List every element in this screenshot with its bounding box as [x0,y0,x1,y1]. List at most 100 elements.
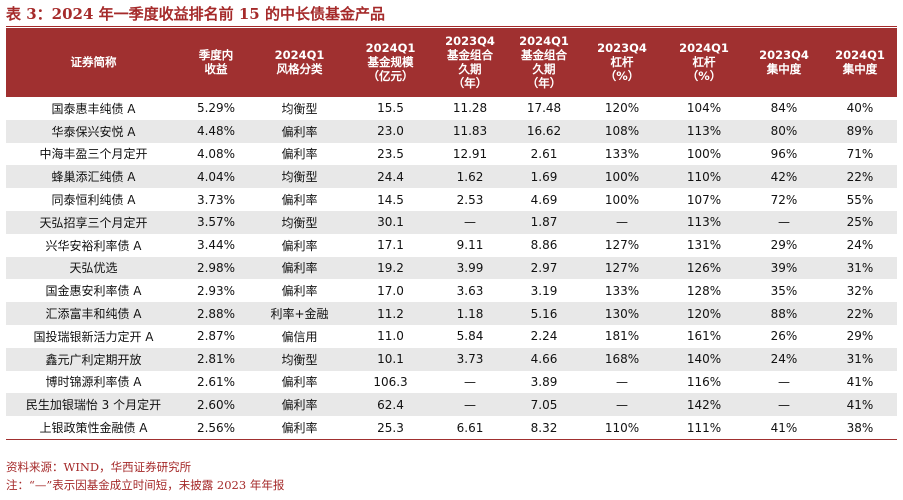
column-header-line: （%） [604,69,640,83]
column-header-line: 杠杆 [610,55,634,69]
table-cell: 10.1 [348,347,433,371]
table-row: 鑫元广利定期开放 2.81% 均衡型 10.1 3.73 4.66 168% 140% 24% 3… [6,347,897,371]
column-header-line: 2023Q4 [759,48,809,62]
table-cell: 133% [581,279,663,303]
table-cell: 100% [663,142,745,166]
fund-name-cell: 国投瑞银新活力定开 A [6,324,181,348]
table-row: 汇添富丰和纯债 A 2.88% 利率+金融 11.2 1.18 5.16 130% 120% 8… [6,302,897,325]
table-cell: 6.61 [433,416,507,440]
table-cell: 均衡型 [251,96,348,120]
table-cell: 31% [823,256,897,280]
fund-name-cell: 兴华安裕利率债 A [6,233,181,257]
fund-name-cell: 天弘优选 [6,256,181,280]
table-cell: 2.87% [181,324,251,348]
column-header-line: （%） [686,69,722,83]
table-cell: 32% [823,279,897,303]
table-cell: 25.3 [348,416,433,440]
fund-name-cell: 天弘招享三个月定开 [6,210,181,234]
table-cell: 128% [663,279,745,303]
table-cell: 17.0 [348,279,433,303]
table-cell: 41% [823,370,897,394]
column-header: 2023Q4 杠杆 （%） [581,28,663,97]
table-cell: 3.63 [433,279,507,303]
table-cell: 4.69 [507,188,581,211]
footnotes: 资料来源：WIND，华西证券研究所 注：“—”表示因基金成立时间短，未披露 20… [6,458,284,494]
table-cell: 2.61 [507,142,581,166]
table-cell: 72% [745,188,823,211]
table-cell: 29% [823,324,897,348]
table-cell: 104% [663,96,745,120]
table-cell: 38% [823,416,897,440]
table-row: 同泰恒利纯债 A 3.73% 偏利率 14.5 2.53 4.69 100% 107% 72% 5… [6,188,897,211]
table-cell: 3.99 [433,256,507,280]
table-cell: 130% [581,302,663,325]
table-cell: 17.1 [348,233,433,257]
table-cell: 均衡型 [251,347,348,371]
table-cell: 100% [581,165,663,189]
table-cell: 181% [581,324,663,348]
table-cell: — [745,393,823,417]
table-cell: 39% [745,256,823,280]
table-cell: 3.57% [181,210,251,234]
column-header-line: 季度内 [198,48,234,62]
table-cell: 84% [745,96,823,120]
table-cell: — [581,370,663,394]
table-cell: 24.4 [348,165,433,189]
table-cell: 1.87 [507,210,581,234]
table-cell: 26% [745,324,823,348]
table-cell: 偏利率 [251,119,348,143]
table-cell: 116% [663,370,745,394]
table-cell: 12.91 [433,142,507,166]
table-cell: 113% [663,210,745,234]
table-cell: 168% [581,347,663,371]
table-cell: 3.73% [181,188,251,211]
column-header-line: 2024Q1 [835,48,885,62]
column-header-line: 风格分类 [276,62,323,76]
table-row: 华泰保兴安悦 A 4.48% 偏利率 23.0 11.83 16.62 108% 113% 80… [6,119,897,143]
table-cell: 2.53 [433,188,507,211]
table-row: 民生加银瑞怡 3 个月定开 2.60% 偏利率 62.4—7.05—142% —41% [6,393,897,417]
table-cell: 100% [581,188,663,211]
table-row: 博时锦源利率债 A 2.61% 偏利率 106.3—3.89—116% —41% [6,370,897,394]
column-header-line: 证券简称 [70,55,117,69]
column-header-line: 基金规模 [367,55,414,69]
column-header-line: 基金组合 [447,48,493,62]
table-cell: 2.60% [181,393,251,417]
dash-note: 注：“—”表示因基金成立时间短，未披露 2023 年年报 [6,478,285,492]
column-header-line: 2024Q1 [274,48,325,62]
column-header-line: 集中度 [766,62,802,76]
table-cell: 120% [581,96,663,120]
column-header-line: 2023Q4 [445,34,495,48]
table-cell: 4.66 [507,347,581,371]
table-cell: 2.97 [507,256,581,280]
column-header: 2024Q1 风格分类 [251,28,348,97]
table-cell: — [433,210,507,234]
table-cell: 96% [745,142,823,166]
table-cell: 133% [581,142,663,166]
column-header-line: （年） [526,76,562,90]
table-cell: 16.62 [507,119,581,143]
column-header-line: 集中度 [842,62,878,76]
table-cell: 31% [823,347,897,371]
table-cell: 15.5 [348,96,433,120]
table-cell: 24% [745,347,823,371]
table-cell: 4.04% [181,165,251,189]
table-cell: 1.62 [433,165,507,189]
table-row: 国金惠安利率债 A 2.93% 偏利率 17.0 3.63 3.19 133% 128% 35%… [6,279,897,303]
table-row: 蜂巢添汇纯债 A 4.04% 均衡型 24.4 1.62 1.69 100% 110% 42% 2… [6,165,897,189]
column-header-line: 2023Q4 [597,41,647,55]
table-cell: 3.89 [507,370,581,394]
column-header-line: 久期 [458,62,482,76]
table-cell: 均衡型 [251,210,348,234]
column-header-line: 基金组合 [521,48,567,62]
table-cell: 29% [745,233,823,257]
table-cell: 5.16 [507,302,581,325]
column-header-line: 杠杆 [692,55,716,69]
fund-name-cell: 蜂巢添汇纯债 A [6,165,181,189]
table-cell: 17.48 [507,96,581,120]
table-cell: 2.98% [181,256,251,280]
table-cell: 8.86 [507,233,581,257]
table-cell: 127% [581,233,663,257]
table-cell: 3.44% [181,233,251,257]
table-cell: 5.29% [181,96,251,120]
